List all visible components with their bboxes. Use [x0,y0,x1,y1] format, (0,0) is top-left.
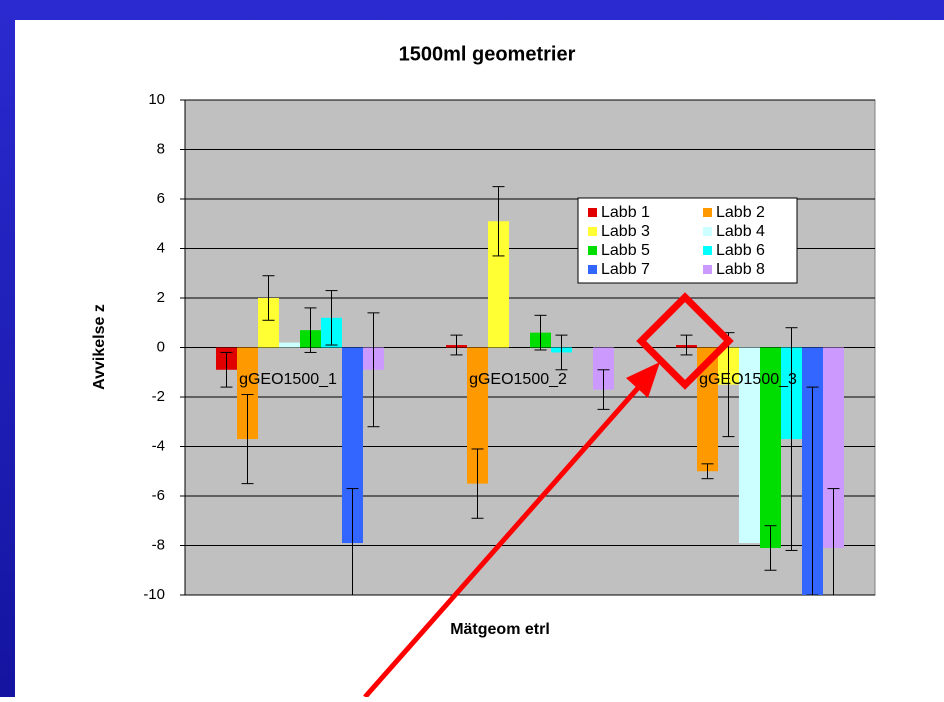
bar [279,342,300,348]
legend-swatch [588,208,597,217]
y-tick-label: -4 [152,437,165,454]
x-tick-label: gGEO1500_2 [469,371,567,388]
y-tick-label: 0 [157,338,165,355]
y-tick-label: 2 [157,289,165,306]
legend-label: Labb 7 [601,261,650,278]
highlight-diamond [636,292,734,390]
plot: -10 -8 -6 -4 -2 0 2 4 6 8 10 gGEO1500_1 gGEO1500_2 gG… [143,91,875,603]
bar [237,347,258,440]
bar [823,347,844,548]
legend-label: Labb 2 [716,204,765,221]
legend-swatch [703,265,712,274]
bar [258,298,279,348]
x-axis-label: Mätgeom etrl [450,621,550,638]
arrow-head [626,362,660,398]
legend-label: Labb 1 [601,204,650,221]
y-tick-label: -8 [152,536,165,553]
x-tick-label: gGEO1500_3 [699,371,797,388]
bar [760,347,781,548]
y-tick-label: 4 [157,239,165,256]
legend-label: Labb 3 [601,223,650,240]
legend-swatch [588,265,597,274]
legend-label: Labb 4 [716,223,765,240]
legend: Labb 1 Labb 2 Labb 3 Labb 4 Labb 5 Labb 6 Labb… [577,197,798,284]
y-axis-label: Avvikelse z [91,304,108,390]
y-tick-label: 8 [157,140,165,157]
legend-swatch [588,246,597,255]
y-tick-label: 10 [148,91,165,108]
bar [739,347,760,544]
y-tick-label: -6 [152,487,165,504]
y-tick-label: 6 [157,190,165,207]
bar [697,347,718,472]
legend-box [577,197,798,284]
legend-swatch [703,227,712,236]
bar [467,347,488,484]
bar [488,221,509,348]
arrow-line [363,378,647,699]
chart-title: 1500ml geometrier [399,43,576,65]
legend-swatch [703,246,712,255]
x-tick-label: gGEO1500_1 [239,371,337,388]
legend-label: Labb 8 [716,261,765,278]
legend-label: Labb 5 [601,242,650,259]
annotation [363,292,734,699]
y-tick-label: -2 [152,388,165,405]
y-tick-label: -10 [143,586,165,603]
bar [593,347,614,390]
bar [342,347,363,544]
legend-swatch [703,208,712,217]
legend-label: Labb 6 [716,242,765,259]
legend-swatch [588,227,597,236]
